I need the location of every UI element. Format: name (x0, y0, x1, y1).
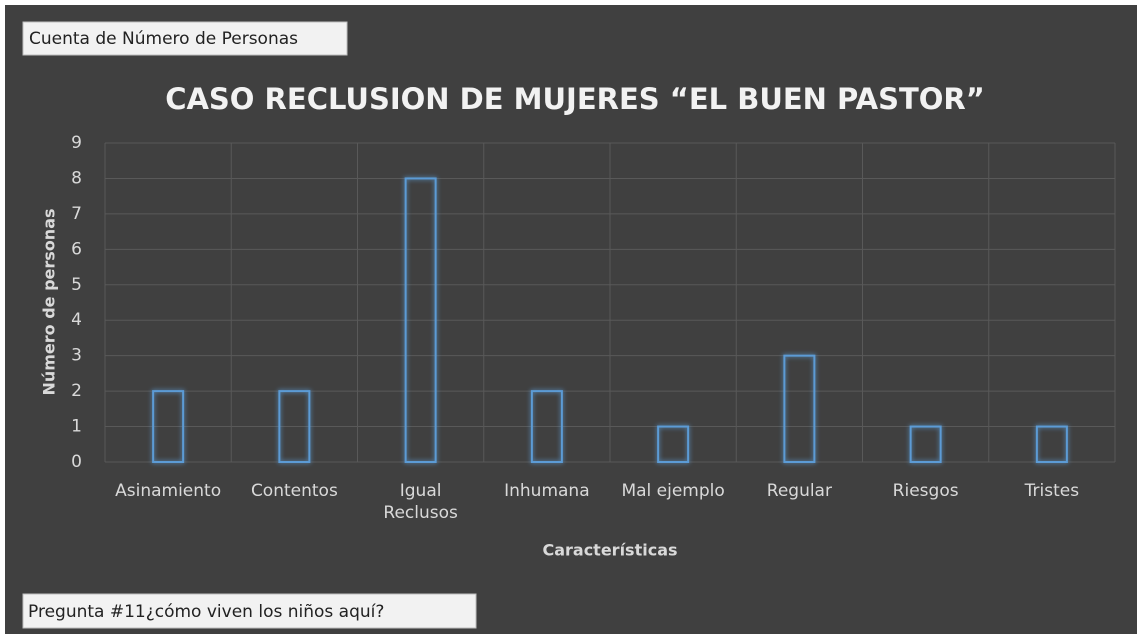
filter-button-label: Cuenta de Número de Personas (29, 29, 298, 49)
field-button-label: Pregunta #11¿cómo viven los niños aquí? (28, 602, 384, 622)
field-button[interactable] (22, 593, 477, 629)
x-tick-label: Mal ejemplo (621, 481, 724, 501)
y-tick-label: 6 (71, 239, 82, 259)
x-axis-title: Características (542, 541, 677, 560)
filter-button[interactable] (22, 21, 348, 56)
y-tick-label: 7 (71, 204, 82, 224)
y-tick-label: 3 (71, 346, 82, 366)
bar (1035, 425, 1068, 463)
y-tick-label: 2 (71, 381, 82, 401)
y-tick-label: 1 (71, 417, 82, 437)
x-tick-label: Asinamiento (115, 481, 221, 501)
x-tick-label: Riesgos (893, 481, 959, 501)
x-tick-label: Igual Reclusos (383, 481, 458, 523)
bar (657, 425, 690, 463)
bar (783, 354, 816, 463)
y-tick-label: 8 (71, 168, 82, 188)
bar (909, 425, 942, 463)
bar (404, 177, 437, 463)
bar (152, 390, 185, 463)
y-tick-label: 4 (71, 310, 82, 330)
y-axis-title: Número de personas (40, 208, 59, 395)
bar (530, 390, 563, 463)
y-tick-label: 9 (71, 133, 82, 153)
chart-background (5, 5, 1137, 634)
x-tick-label: Regular (767, 481, 832, 501)
y-tick-label: 5 (71, 275, 82, 295)
bar (278, 390, 311, 463)
x-tick-label: Inhumana (504, 481, 590, 501)
x-tick-label: Tristes (1024, 481, 1080, 501)
y-tick-label: 0 (71, 452, 82, 472)
chart-title: CASO RECLUSION DE MUJERES “EL BUEN PASTO… (165, 82, 985, 116)
x-tick-label: Contentos (251, 481, 338, 501)
